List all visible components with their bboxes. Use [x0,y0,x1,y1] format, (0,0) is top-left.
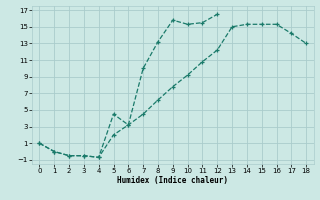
X-axis label: Humidex (Indice chaleur): Humidex (Indice chaleur) [117,176,228,185]
